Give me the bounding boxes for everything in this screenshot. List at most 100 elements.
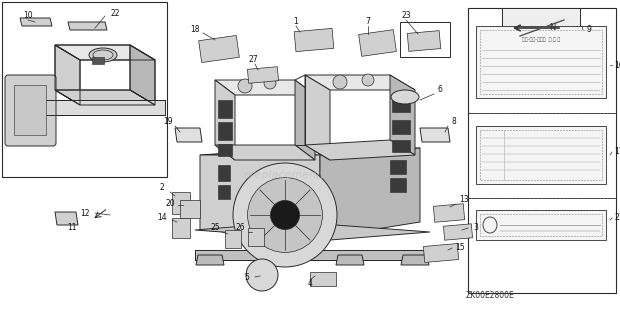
Polygon shape	[401, 255, 429, 265]
Bar	[476, 126, 606, 184]
Text: 21: 21	[614, 214, 620, 223]
Circle shape	[247, 178, 322, 252]
Circle shape	[333, 75, 347, 89]
Text: 18: 18	[190, 25, 200, 34]
Polygon shape	[68, 22, 107, 30]
Bar	[468, 8, 616, 293]
Polygon shape	[336, 255, 364, 265]
Text: 22: 22	[110, 10, 120, 19]
Polygon shape	[55, 45, 155, 60]
Polygon shape	[310, 272, 336, 286]
Polygon shape	[55, 45, 80, 105]
Bar	[476, 26, 606, 98]
Text: エイ-ラブ-チップ  よ よ よ: エイ-ラブ-チップ よ よ よ	[522, 38, 560, 42]
Text: 16: 16	[614, 60, 620, 69]
Polygon shape	[172, 192, 190, 214]
Polygon shape	[294, 29, 334, 52]
Polygon shape	[247, 67, 278, 83]
Text: 3: 3	[474, 224, 479, 232]
Polygon shape	[172, 218, 190, 238]
Polygon shape	[225, 230, 241, 248]
Text: 14: 14	[157, 214, 167, 223]
Ellipse shape	[93, 50, 113, 60]
Text: 25: 25	[210, 224, 220, 232]
Bar	[400, 22, 450, 57]
Bar	[390, 160, 406, 174]
Text: 2: 2	[159, 184, 164, 193]
Text: 11: 11	[67, 224, 77, 232]
Polygon shape	[407, 31, 441, 51]
FancyBboxPatch shape	[5, 75, 56, 146]
Bar	[392, 98, 410, 112]
Circle shape	[362, 74, 374, 86]
Circle shape	[264, 77, 276, 89]
Circle shape	[246, 259, 278, 291]
Polygon shape	[305, 140, 415, 160]
Polygon shape	[200, 155, 320, 238]
Text: 8: 8	[451, 117, 456, 126]
Text: 17: 17	[614, 148, 620, 157]
Ellipse shape	[391, 90, 419, 104]
Polygon shape	[215, 145, 315, 160]
Polygon shape	[198, 35, 239, 63]
Polygon shape	[433, 204, 464, 222]
Bar	[502, 8, 580, 46]
Text: 9: 9	[587, 25, 591, 34]
Polygon shape	[55, 90, 155, 105]
Bar	[218, 165, 230, 181]
Text: 4: 4	[308, 280, 312, 289]
Polygon shape	[130, 45, 155, 105]
Bar	[392, 120, 410, 134]
Polygon shape	[423, 244, 459, 263]
Text: N: N	[549, 24, 555, 33]
Bar	[218, 185, 230, 199]
Bar	[390, 178, 406, 192]
Text: 23: 23	[401, 11, 411, 20]
Polygon shape	[358, 30, 396, 56]
Polygon shape	[200, 148, 420, 155]
Polygon shape	[248, 228, 264, 246]
Text: 7: 7	[366, 17, 370, 26]
Bar	[392, 140, 410, 152]
Circle shape	[233, 163, 337, 267]
Polygon shape	[215, 80, 315, 95]
Bar	[218, 122, 232, 140]
Bar	[218, 144, 232, 156]
Polygon shape	[180, 200, 200, 218]
Bar	[14, 85, 46, 135]
Text: 15: 15	[455, 243, 465, 253]
Polygon shape	[420, 128, 450, 142]
Text: ereplacementparts.com: ereplacementparts.com	[243, 170, 377, 180]
Circle shape	[270, 201, 299, 230]
Polygon shape	[305, 75, 330, 160]
Bar	[476, 210, 606, 240]
Bar	[92, 57, 104, 64]
Text: 19: 19	[163, 117, 173, 126]
Text: 12: 12	[80, 210, 90, 219]
Polygon shape	[175, 128, 202, 142]
Text: ZK00E2800E: ZK00E2800E	[466, 290, 515, 299]
Polygon shape	[195, 222, 430, 240]
Ellipse shape	[89, 48, 117, 62]
Polygon shape	[55, 212, 78, 225]
Circle shape	[238, 79, 252, 93]
Text: 5: 5	[244, 273, 249, 282]
Polygon shape	[305, 75, 415, 90]
Text: 27: 27	[248, 55, 258, 64]
Text: 26: 26	[235, 224, 245, 232]
Polygon shape	[215, 80, 235, 160]
Polygon shape	[20, 18, 52, 26]
Text: 1: 1	[294, 17, 298, 26]
Polygon shape	[443, 224, 472, 240]
Polygon shape	[196, 255, 224, 265]
Polygon shape	[295, 80, 315, 160]
Text: 10: 10	[23, 11, 33, 20]
Text: 13: 13	[459, 196, 469, 205]
Bar	[2, 2, 167, 177]
Polygon shape	[195, 250, 430, 260]
Bar	[218, 100, 232, 118]
Text: 6: 6	[438, 86, 443, 95]
Text: 20: 20	[165, 198, 175, 207]
Polygon shape	[45, 100, 165, 115]
Polygon shape	[320, 148, 420, 238]
